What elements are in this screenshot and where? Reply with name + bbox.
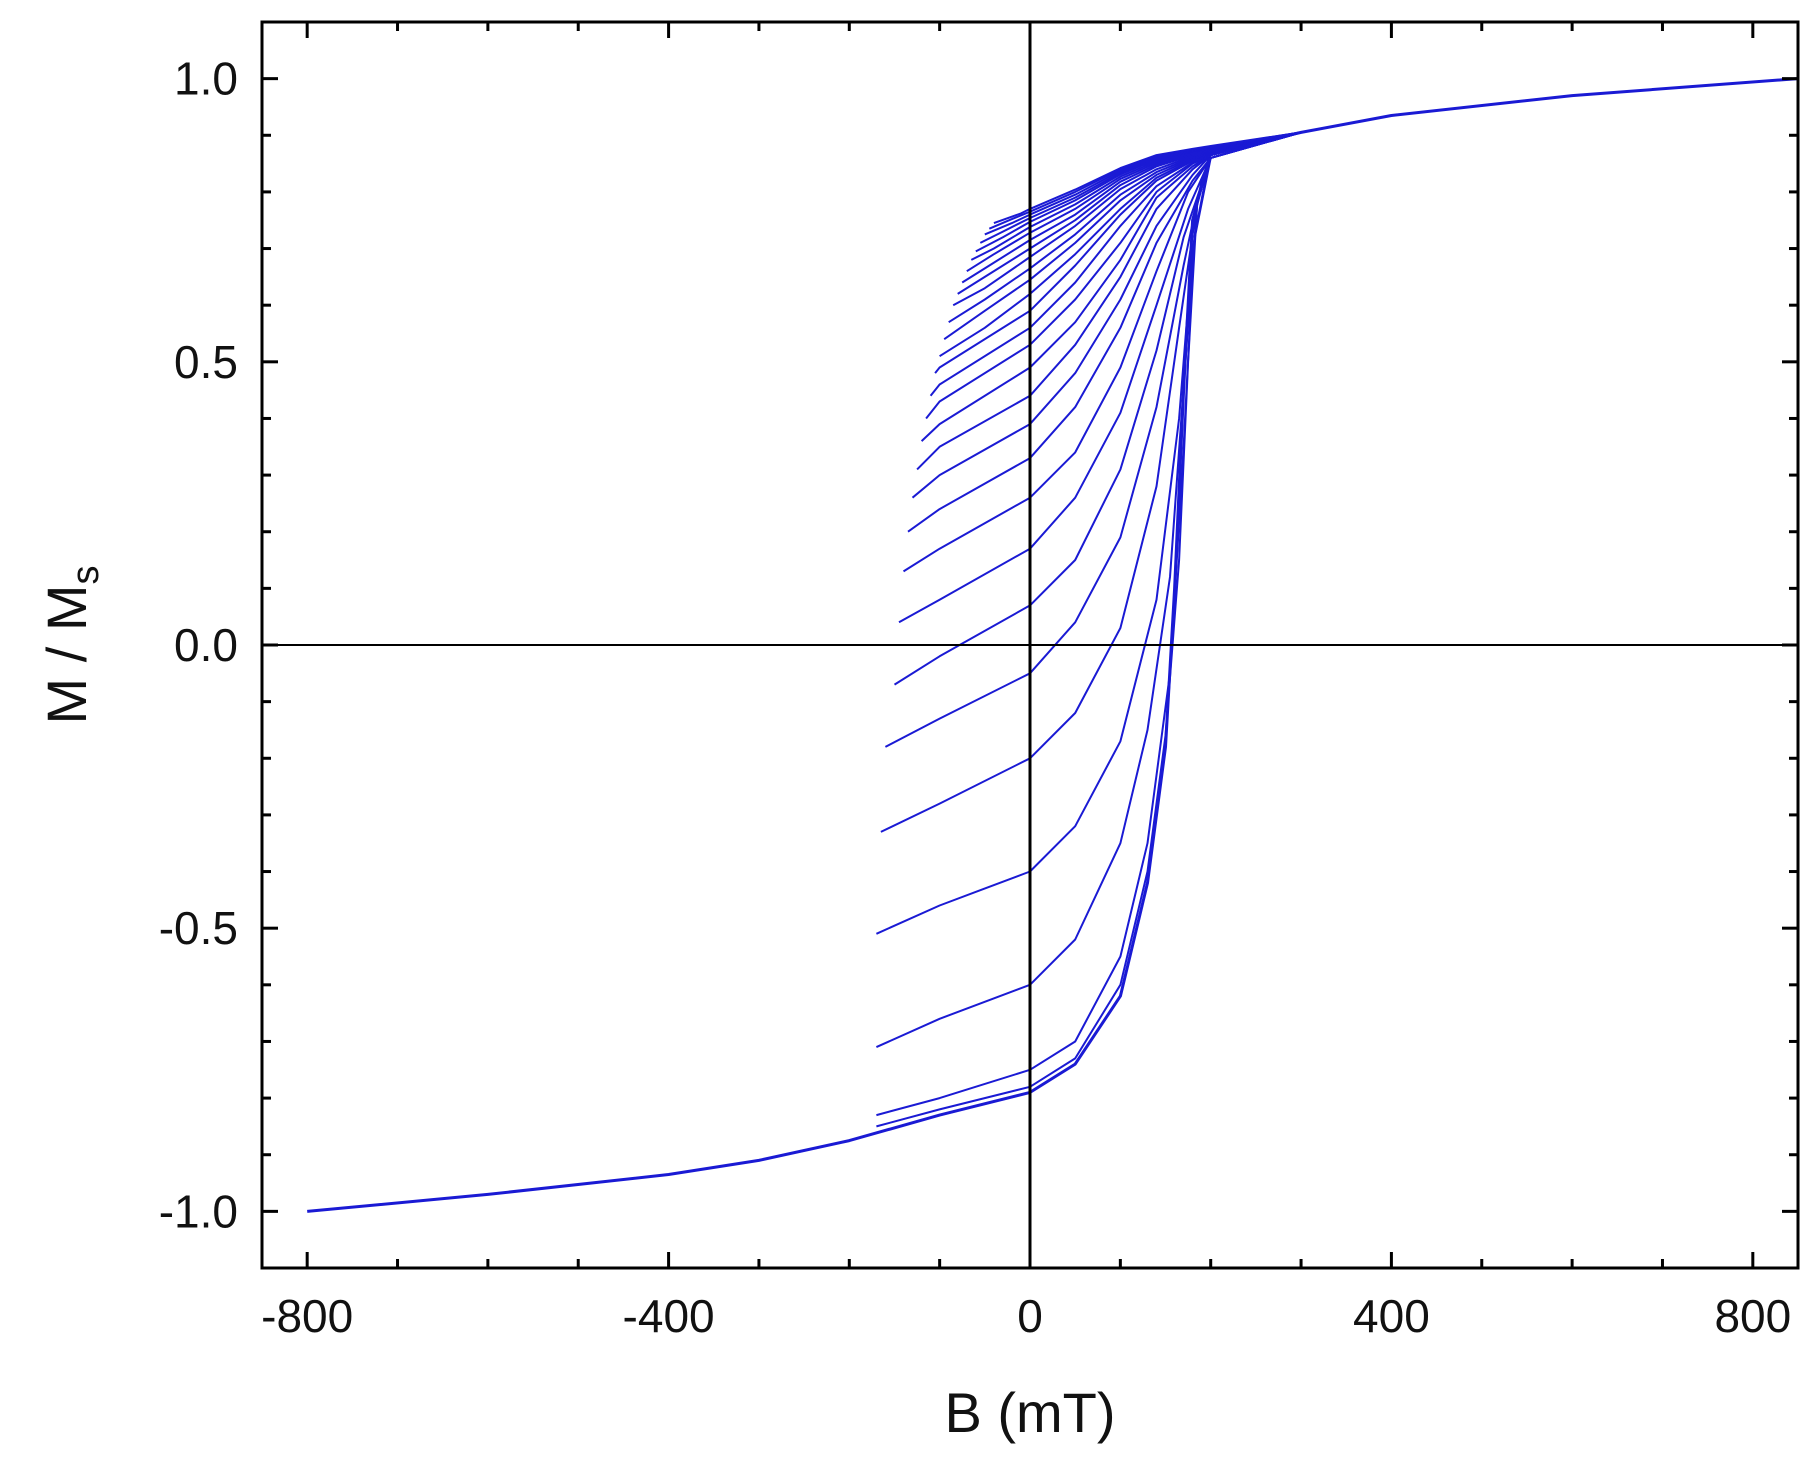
y-axis-label-main: M / M: [35, 585, 98, 725]
x-axis-label: B (mT): [944, 1381, 1115, 1444]
forc-curve-9: [902, 131, 1302, 573]
y-tick-label: 0.0: [174, 619, 238, 671]
y-tick-label: 0.5: [174, 336, 238, 388]
x-tick-label: 800: [1714, 1290, 1791, 1342]
y-axis-label: M / Ms: [35, 566, 107, 725]
forc-curve-11: [911, 131, 1302, 499]
x-tick-label: -400: [623, 1290, 715, 1342]
forc-curve-4: [875, 131, 1302, 935]
reference-lines: [262, 22, 1798, 1268]
curves-layer: [307, 77, 1799, 1213]
y-axis-label-subscript: s: [65, 566, 107, 585]
y-tick-label: 1.0: [174, 53, 238, 105]
x-tick-label: 0: [1017, 1290, 1043, 1342]
forc-curve-7: [893, 131, 1302, 686]
forc-curve-29: [993, 131, 1302, 225]
y-tick-label: -1.0: [159, 1185, 238, 1237]
x-tick-label: -800: [261, 1290, 353, 1342]
forc-curve-10: [907, 131, 1302, 533]
y-tick-label: -0.5: [159, 902, 238, 954]
forc-curve-8: [898, 131, 1302, 624]
x-tick-label: 400: [1353, 1290, 1430, 1342]
tick-labels-layer: -800 -400 0 400 800 -1.0 -0.5 0.0 0.5 1.0: [159, 53, 1791, 1342]
ticks-layer: [262, 22, 1798, 1268]
